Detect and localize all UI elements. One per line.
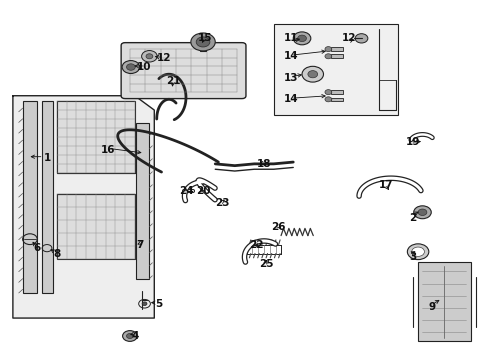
Text: 11: 11	[283, 33, 298, 43]
Text: 7: 7	[136, 239, 143, 249]
Circle shape	[407, 244, 428, 260]
Circle shape	[146, 54, 153, 59]
Bar	[136, 123, 149, 279]
Circle shape	[142, 50, 157, 62]
Circle shape	[190, 33, 215, 51]
Text: 22: 22	[249, 239, 264, 249]
Circle shape	[325, 54, 331, 59]
FancyBboxPatch shape	[121, 42, 245, 99]
Bar	[22, 101, 37, 293]
Circle shape	[325, 46, 331, 51]
Text: 4: 4	[131, 331, 138, 341]
Circle shape	[411, 247, 424, 256]
Circle shape	[196, 37, 209, 47]
Text: 21: 21	[166, 76, 181, 86]
Bar	[417, 262, 470, 341]
Circle shape	[307, 71, 317, 78]
Circle shape	[122, 330, 137, 341]
Text: 18: 18	[256, 159, 271, 169]
Text: 20: 20	[195, 186, 210, 196]
Bar	[42, 101, 53, 293]
Text: 16: 16	[101, 144, 115, 154]
Circle shape	[354, 34, 367, 43]
Text: 26: 26	[271, 222, 285, 231]
Circle shape	[325, 90, 331, 95]
Text: 6: 6	[34, 243, 41, 253]
Text: 1: 1	[43, 153, 51, 163]
Text: 3: 3	[408, 252, 415, 262]
Circle shape	[417, 209, 426, 216]
Circle shape	[122, 60, 140, 73]
Bar	[57, 194, 135, 259]
Bar	[273, 24, 397, 116]
Circle shape	[325, 97, 331, 102]
Polygon shape	[13, 96, 154, 318]
Text: 5: 5	[155, 299, 163, 309]
Bar	[330, 54, 343, 58]
Circle shape	[297, 35, 306, 41]
Circle shape	[142, 302, 147, 306]
Text: 25: 25	[259, 259, 273, 269]
Text: 12: 12	[157, 53, 171, 63]
Circle shape	[302, 66, 323, 82]
Bar	[330, 47, 343, 51]
Text: 23: 23	[215, 198, 229, 208]
Bar	[330, 90, 343, 94]
Text: 14: 14	[283, 94, 298, 104]
Text: 14: 14	[283, 51, 298, 61]
Circle shape	[293, 32, 310, 45]
Text: 12: 12	[342, 33, 356, 43]
Text: 9: 9	[428, 302, 435, 312]
Text: 13: 13	[283, 73, 298, 83]
Circle shape	[413, 206, 430, 219]
Text: 15: 15	[198, 33, 212, 43]
Text: 10: 10	[137, 62, 151, 72]
Text: 19: 19	[405, 138, 419, 147]
Bar	[57, 101, 135, 173]
Circle shape	[126, 64, 135, 70]
Bar	[330, 98, 343, 101]
Text: 17: 17	[378, 180, 392, 190]
Text: 8: 8	[53, 248, 61, 258]
Text: 2: 2	[408, 213, 415, 222]
Circle shape	[126, 333, 133, 338]
Text: 24: 24	[178, 186, 193, 196]
